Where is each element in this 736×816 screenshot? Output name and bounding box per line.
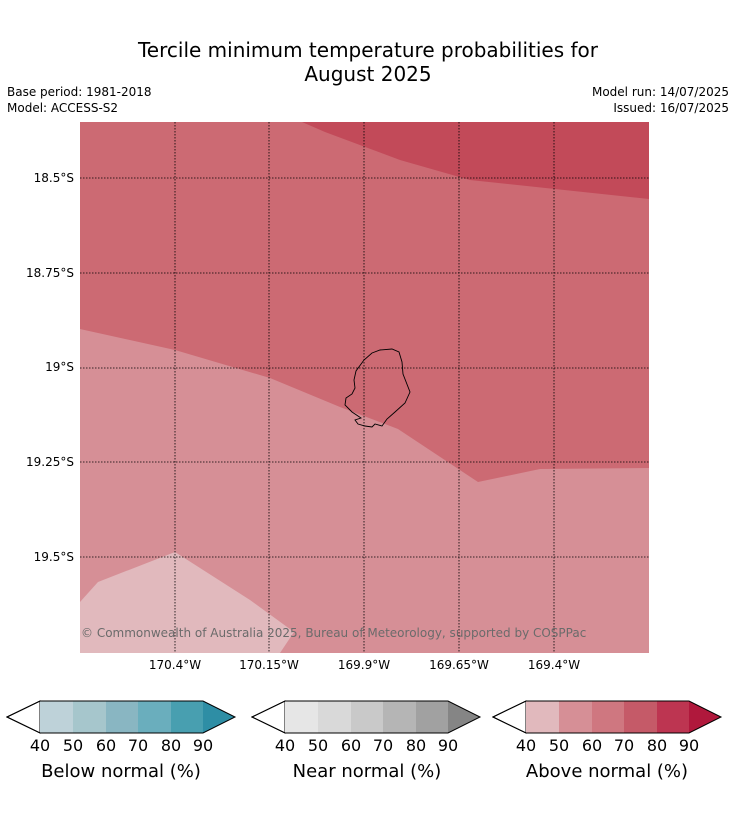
lon-label-169-9: 169.9°W: [337, 658, 391, 672]
lat-label-19-25: 19.25°S: [26, 455, 74, 469]
title-line-2: August 2025: [304, 62, 432, 86]
above-tick-60: 60: [581, 736, 603, 755]
model-name: Model: ACCESS-S2: [7, 101, 119, 115]
near-tick-50: 50: [307, 736, 329, 755]
lon-label-170-15: 170.15°W: [239, 658, 299, 672]
near-tick-90: 90: [437, 736, 459, 755]
colorbar-above-max-arrow: [689, 701, 721, 733]
colorbar-above-min-arrow: [492, 700, 527, 734]
colorbar-below-outline: [6, 700, 237, 734]
colorbar-above-outline: [492, 700, 723, 734]
colorbar-below-bin-2: [106, 701, 138, 733]
near-tick-70: 70: [372, 736, 394, 755]
colorbar-above: [492, 700, 723, 734]
near-normal-label: Near normal (%): [292, 761, 442, 782]
colorbar-near-bin-1: [318, 701, 351, 733]
colorbar-near-bin-2: [351, 701, 383, 733]
lat-label-19: 19°S: [45, 360, 74, 374]
meta-right: Model run: 14/07/2025 Issued: 16/07/2025: [592, 84, 729, 116]
zone-above-70-80: [302, 122, 649, 199]
zone-above-50-60: [80, 329, 649, 653]
graticule: [80, 122, 649, 653]
colorbar-below-bin-3: [138, 701, 171, 733]
near-tick-60: 60: [340, 736, 362, 755]
chart-title: Tercile minimum temperature probabilitie…: [0, 38, 736, 86]
colorbar-near: [251, 700, 482, 734]
below-tick-50: 50: [62, 736, 84, 755]
zone-above-40-50: [80, 552, 294, 653]
below-tick-40: 40: [29, 736, 51, 755]
base-period: Base period: 1981-2018: [7, 85, 152, 99]
colorbar-above-bin-4: [657, 701, 689, 733]
above-tick-80: 80: [646, 736, 668, 755]
model-run: Model run: 14/07/2025: [591, 85, 729, 99]
lon-label-169-65: 169.65°W: [429, 658, 489, 672]
colorbar-below-bin-0: [40, 701, 73, 733]
probability-map: [80, 122, 649, 653]
lat-label-18-5: 18.5°S: [33, 171, 74, 185]
colorbar-near-max-arrow: [448, 701, 480, 733]
meta-left: Base period: 1981-2018 Model: ACCESS-S2: [7, 84, 152, 116]
above-tick-40: 40: [515, 736, 537, 755]
above-tick-70: 70: [613, 736, 635, 755]
below-normal-label: Below normal (%): [41, 761, 201, 782]
colorbar-near-bin-4: [416, 701, 448, 733]
colorbar-below-bin-4: [171, 701, 203, 733]
above-normal-label: Above normal (%): [525, 761, 689, 782]
below-tick-70: 70: [127, 736, 149, 755]
copyright-text: © Commonwealth of Australia 2025, Bureau…: [81, 626, 587, 640]
lat-label-18-75: 18.75°S: [26, 266, 74, 280]
below-tick-80: 80: [160, 736, 182, 755]
colorbar-above-bin-1: [559, 701, 592, 733]
map-svg: [80, 122, 649, 653]
niue-island-outline: [344, 348, 411, 428]
colorbar-below-min-arrow: [6, 700, 41, 734]
title-line-1: Tercile minimum temperature probabilitie…: [137, 38, 599, 62]
near-tick-40: 40: [274, 736, 296, 755]
colorbar-near-bin-0: [285, 701, 318, 733]
colorbar-above-bin-2: [592, 701, 624, 733]
colorbar-below-bin-1: [73, 701, 106, 733]
above-tick-50: 50: [548, 736, 570, 755]
colorbar-near-outline: [251, 700, 482, 734]
lon-label-169-4: 169.4°W: [527, 658, 581, 672]
lat-label-19-5: 19.5°S: [33, 550, 74, 564]
below-tick-60: 60: [95, 736, 117, 755]
colorbar-near-min-arrow: [251, 700, 286, 734]
above-tick-90: 90: [678, 736, 700, 755]
near-tick-80: 80: [405, 736, 427, 755]
colorbar-below-max-arrow: [203, 701, 235, 733]
colorbar-above-bin-0: [526, 701, 559, 733]
colorbar-below: [6, 700, 237, 734]
colorbar-near-bin-3: [383, 701, 416, 733]
lon-label-170-4: 170.4°W: [148, 658, 202, 672]
issued-date: Issued: 16/07/2025: [613, 101, 729, 115]
colorbar-above-bin-3: [624, 701, 657, 733]
below-tick-90: 90: [192, 736, 214, 755]
